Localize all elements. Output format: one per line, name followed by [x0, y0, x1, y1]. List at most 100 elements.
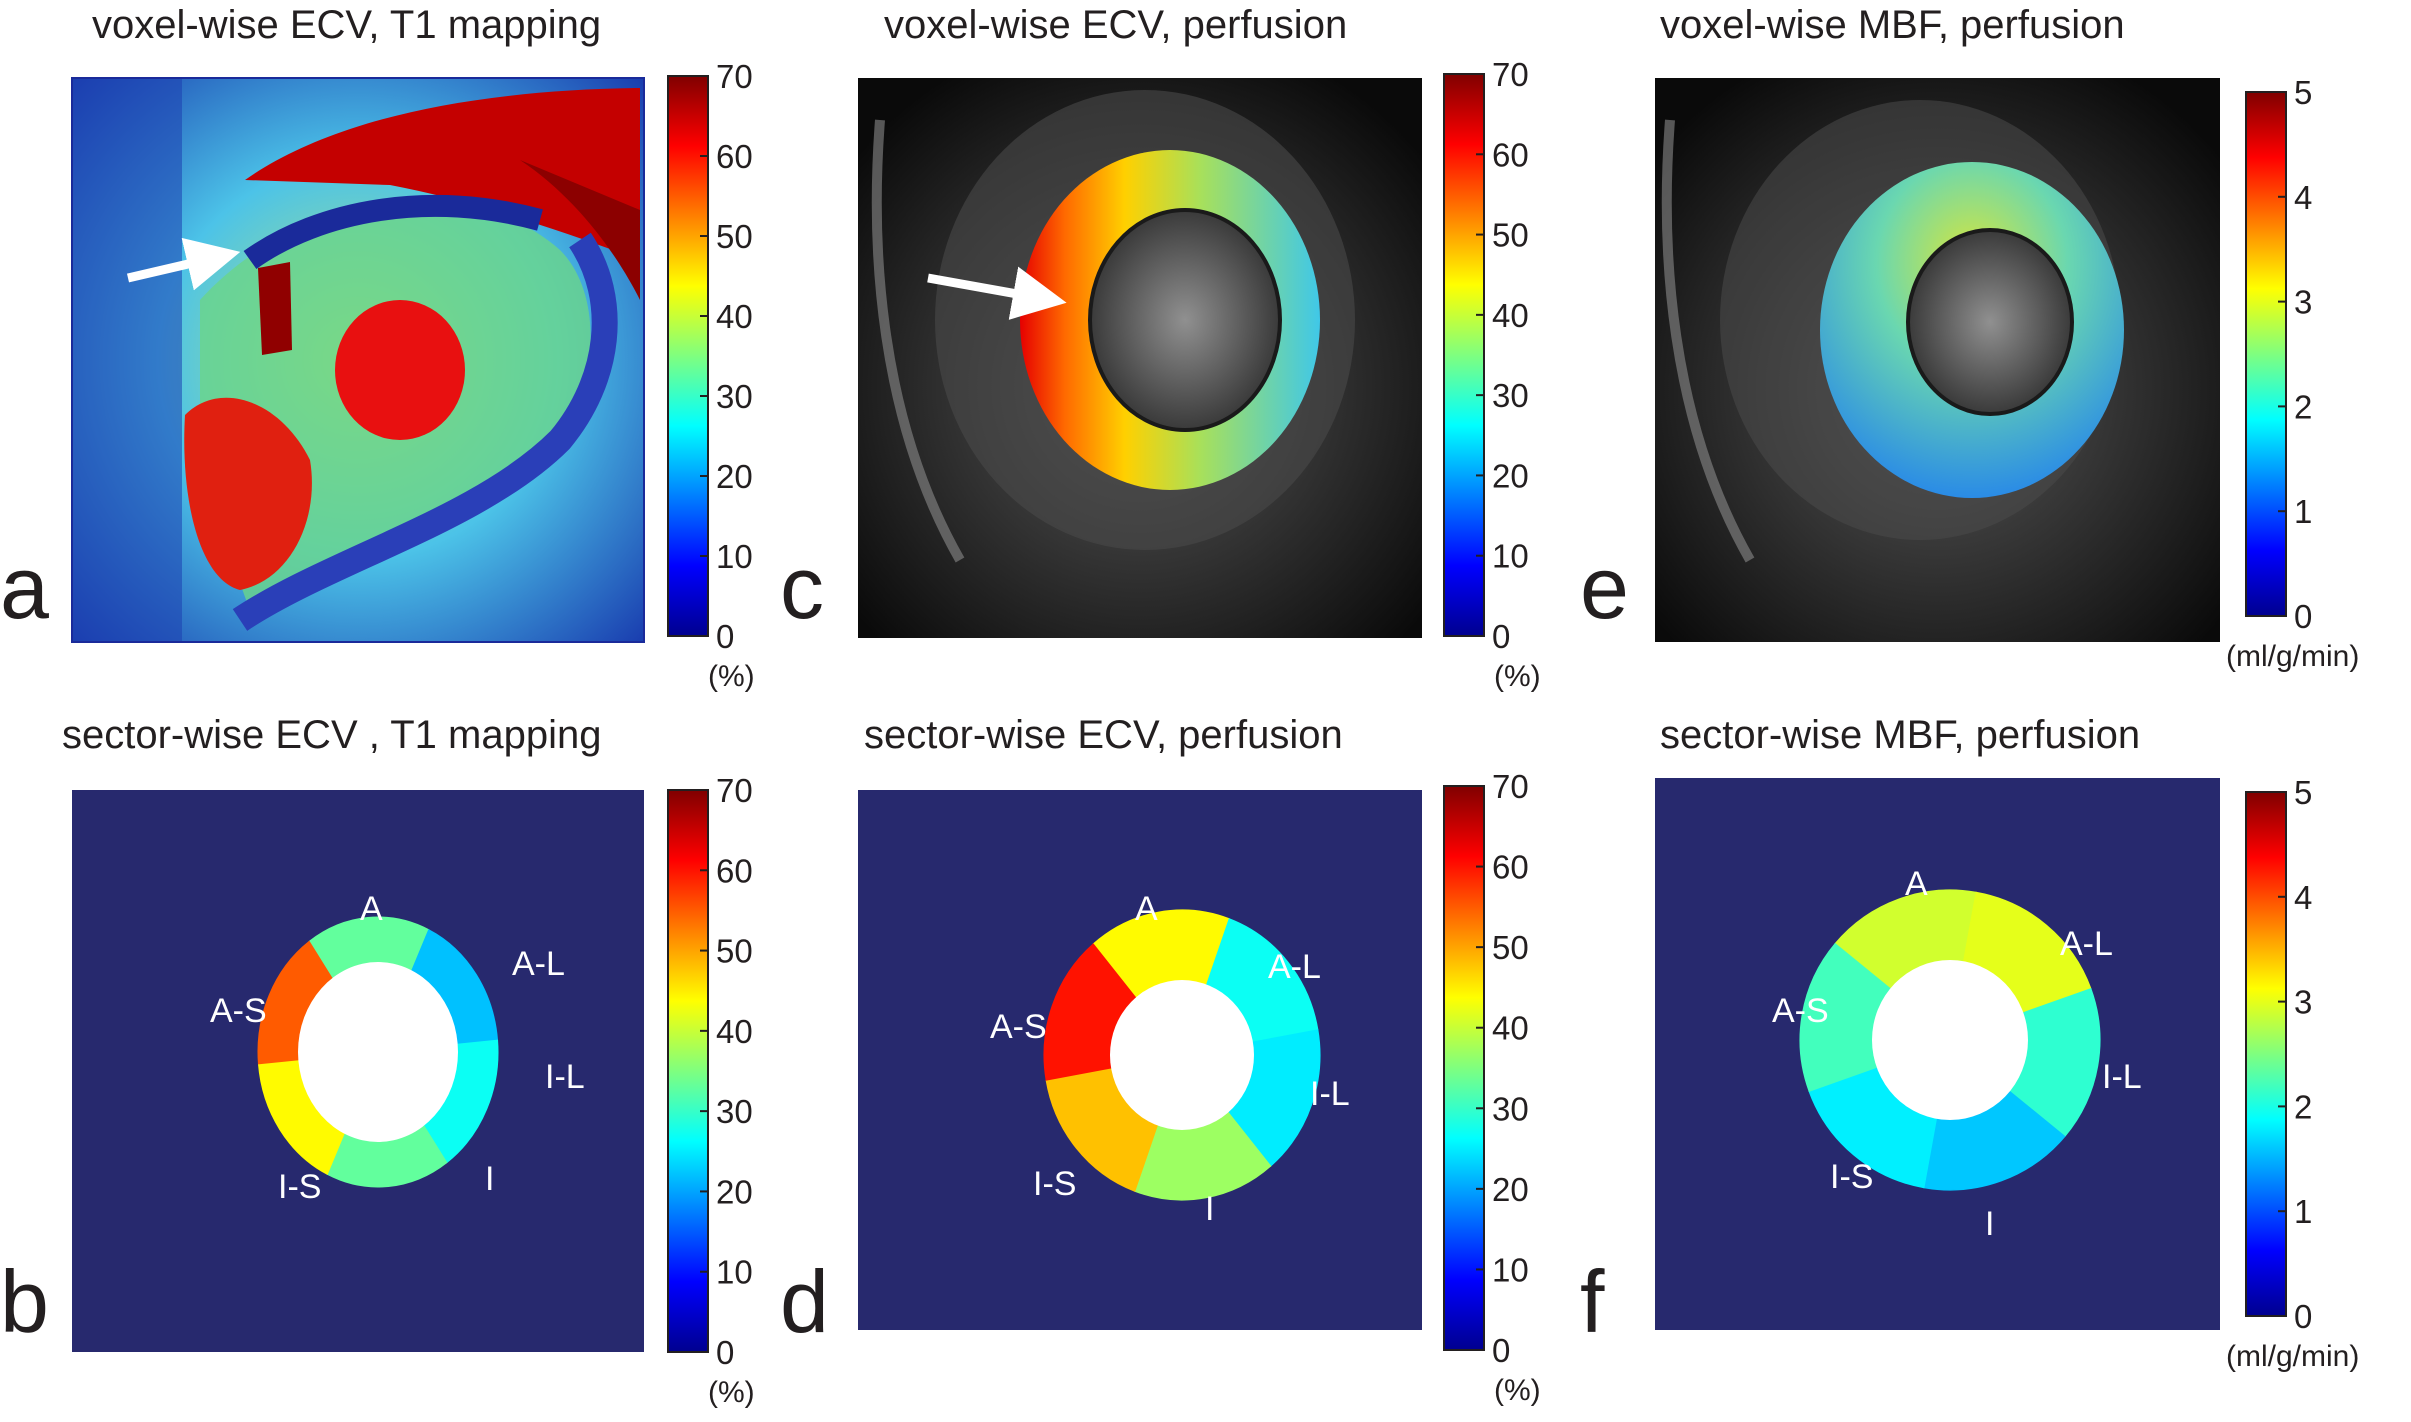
panel-a-letter: a — [0, 538, 49, 637]
panel-e-letter: e — [1580, 538, 1629, 637]
sector-label: A-L — [1268, 948, 1321, 986]
panel-c: voxel-wise ECV, perfusion c — [780, 3, 1422, 638]
sector-label: A-L — [512, 945, 565, 983]
colorbar-tick-label: 50 — [716, 218, 753, 255]
sector-label: I — [1985, 1205, 1994, 1243]
colorbar-tick-label: 3 — [2294, 284, 2312, 321]
lv-cavity — [1872, 960, 2028, 1120]
colorbar-tick-label: 30 — [1492, 377, 1529, 414]
colorbar-unit: (%) — [1494, 660, 1541, 693]
sector-label: A-S — [210, 992, 267, 1030]
colorbar-tick-label: 20 — [1492, 1171, 1529, 1208]
colorbar-ecv-a: 70 60 50 40 30 20 10 0 (%) — [667, 58, 755, 693]
panel-b-title: sector-wise ECV , T1 mapping — [62, 713, 601, 757]
colorbar-tick-label: 70 — [716, 772, 753, 809]
sector-map-d: A A-L I-L I I-S A-S — [990, 890, 1350, 1228]
colorbar-unit: (ml/g/min) — [2226, 640, 2359, 673]
colorbar-tick-label: 0 — [716, 1334, 734, 1371]
colorbar-unit: (ml/g/min) — [2226, 1340, 2359, 1373]
colorbar-ecv-b: 70 60 50 40 30 20 10 0 (%) — [667, 772, 755, 1409]
panel-a: voxel-wise ECV, T1 mapping a — [0, 3, 645, 643]
colorbar-tick-label: 30 — [716, 378, 753, 415]
colorbar-tick-label: 1 — [2294, 493, 2312, 530]
colorbar-tick-label: 5 — [2294, 774, 2312, 811]
voxel-mbf-perfusion-map — [1655, 78, 2220, 642]
arrow-marker — [126, 237, 241, 291]
colorbar-tick-label: 50 — [716, 933, 753, 970]
arrow-marker — [927, 266, 1067, 320]
sector-label: I — [485, 1160, 494, 1198]
colorbar-tick-label: 20 — [716, 1173, 753, 1210]
voxel-ecv-t1-map — [71, 77, 645, 643]
colorbar-unit: (%) — [1494, 1374, 1541, 1407]
panel-e-title: voxel-wise MBF, perfusion — [1660, 3, 2125, 47]
colorbar-tick-label: 0 — [716, 618, 734, 655]
colorbar-gradient — [667, 789, 709, 1353]
sector-label: I-S — [1033, 1165, 1076, 1203]
colorbar-unit: (%) — [708, 1376, 755, 1409]
colorbar-tick-label: 0 — [2294, 1298, 2312, 1335]
panel-f-title: sector-wise MBF, perfusion — [1660, 713, 2140, 757]
colorbar-tick-label: 20 — [1492, 457, 1529, 494]
panel-b-letter: b — [0, 1252, 49, 1351]
colorbar-mbf-e: 5 4 3 2 1 0 (ml/g/min) — [2226, 74, 2359, 673]
panel-c-letter: c — [780, 538, 824, 637]
colorbar-tick-label: 40 — [1492, 1010, 1529, 1047]
panel-d-title: sector-wise ECV, perfusion — [864, 713, 1343, 757]
colorbar-tick-label: 50 — [1492, 929, 1529, 966]
colorbar-tick-label: 3 — [2294, 984, 2312, 1021]
lv-cavity — [1110, 980, 1254, 1130]
colorbar-tick-label: 0 — [1492, 1332, 1510, 1369]
colorbar-tick-label: 60 — [1492, 136, 1529, 173]
colorbar-tick-label: 70 — [1492, 768, 1529, 805]
colorbar-tick-label: 4 — [2294, 179, 2312, 216]
colorbar-tick-label: 1 — [2294, 1193, 2312, 1230]
colorbar-tick-label: 5 — [2294, 74, 2312, 111]
panel-d-letter: d — [780, 1252, 829, 1351]
panel-c-title: voxel-wise ECV, perfusion — [884, 3, 1347, 47]
colorbar-tick-label: 40 — [716, 298, 753, 335]
colorbar-tick-label: 10 — [716, 538, 753, 575]
colorbar-tick-label: 70 — [1492, 56, 1529, 93]
colorbar-tick-label: 10 — [716, 1254, 753, 1291]
colorbar-gradient — [1443, 785, 1485, 1351]
colorbar-tick-label: 10 — [1492, 1251, 1529, 1288]
colorbar-tick-label: 60 — [1492, 849, 1529, 886]
colorbar-gradient — [1443, 73, 1485, 637]
colorbar-ecv-d: 70 60 50 40 30 20 10 0 (%) — [1443, 768, 1541, 1407]
colorbar-tick-label: 40 — [716, 1013, 753, 1050]
panel-f: sector-wise MBF, perfusion f A A-L I-L I I-S… — [1580, 713, 2220, 1351]
sector-label: I-L — [545, 1058, 585, 1096]
sector-label: A-S — [990, 1008, 1047, 1046]
colorbar-gradient — [667, 75, 709, 637]
colorbar-gradient — [2245, 91, 2287, 617]
sector-label: A — [360, 890, 383, 928]
sector-label: I-L — [1310, 1075, 1350, 1113]
colorbar-tick-label: 60 — [716, 852, 753, 889]
panel-d: sector-wise ECV, perfusion d A A-L I-L I I-S… — [780, 713, 1422, 1351]
colorbar-tick-label: 30 — [716, 1093, 753, 1130]
sector-label: A-S — [1772, 992, 1829, 1030]
colorbar-tick-label: 0 — [2294, 598, 2312, 635]
colorbar-tick-label: 30 — [1492, 1090, 1529, 1127]
colorbar-tick-label: 2 — [2294, 1088, 2312, 1125]
colorbar-tick-label: 0 — [1492, 618, 1510, 655]
colorbar-mbf-f: 5 4 3 2 1 0 (ml/g/min) — [2226, 774, 2359, 1373]
colorbar-tick-label: 40 — [1492, 297, 1529, 334]
sector-map-f: A A-L I-L I I-S A-S — [1772, 865, 2142, 1243]
colorbar-tick-label: 2 — [2294, 388, 2312, 425]
panel-f-letter: f — [1580, 1252, 1605, 1351]
colorbar-unit: (%) — [708, 660, 755, 693]
colorbar-tick-label: 20 — [716, 458, 753, 495]
sector-label: I — [1205, 1190, 1214, 1228]
colorbar-gradient — [2245, 791, 2287, 1317]
colorbar-tick-label: 4 — [2294, 879, 2312, 916]
sector-map-b: A A-L I-L I I-S A-S — [210, 890, 585, 1206]
panel-b: sector-wise ECV , T1 mapping b A A-L I-L I I… — [0, 713, 644, 1352]
colorbar-ecv-c: 70 60 50 40 30 20 10 0 (%) — [1443, 56, 1541, 693]
panel-e: voxel-wise MBF, perfusion e — [1580, 3, 2220, 642]
sector-label: I-S — [278, 1168, 321, 1206]
sector-label: I-S — [1830, 1158, 1873, 1196]
sector-label: A-L — [2060, 925, 2113, 963]
